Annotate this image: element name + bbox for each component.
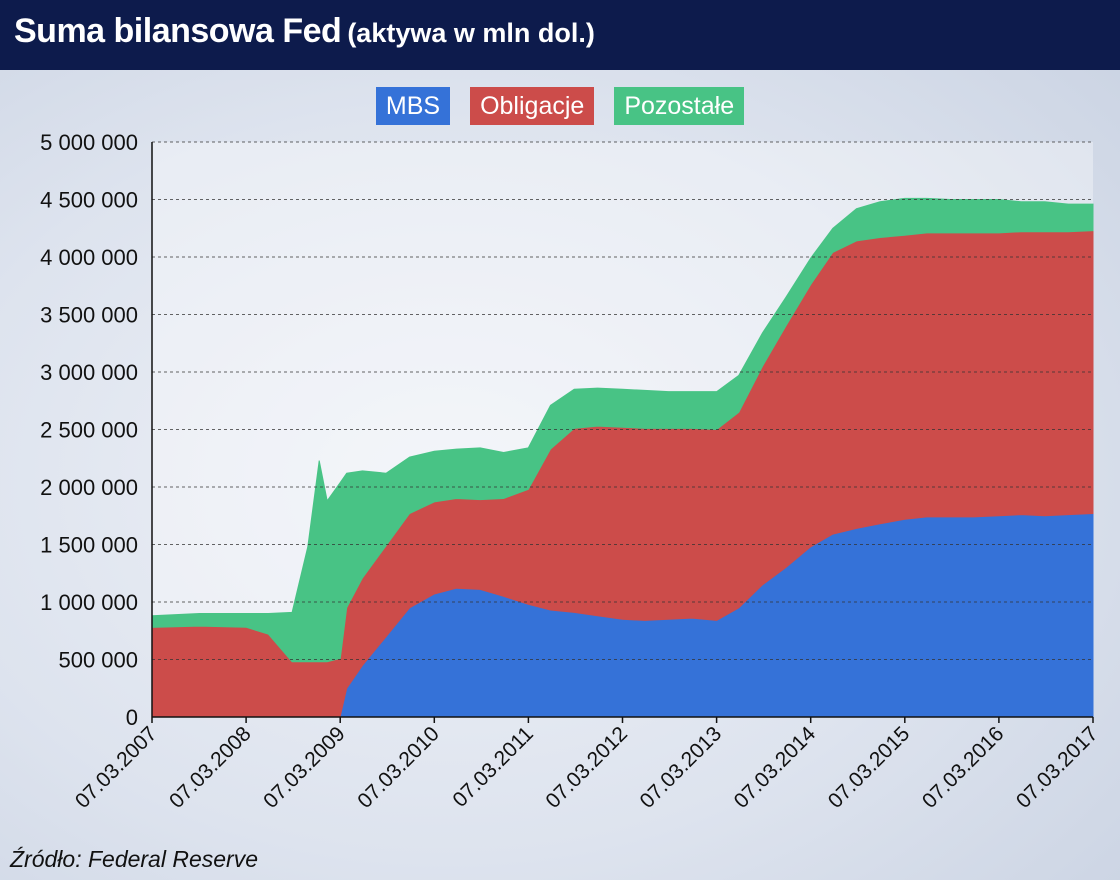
- x-tick-label: 07.03.2013: [636, 722, 727, 813]
- legend-item-pozostale: Pozostałe: [614, 87, 745, 125]
- y-tick-label: 4 500 000: [40, 188, 138, 213]
- source-note: Źródło: Federal Reserve: [10, 846, 258, 872]
- x-tick-label: 07.03.2014: [730, 722, 821, 813]
- x-tick-label: 07.03.2012: [541, 722, 632, 813]
- y-tick-label: 3 000 000: [40, 360, 138, 385]
- y-tick-label: 0: [126, 705, 138, 730]
- x-tick-label: 07.03.2015: [824, 722, 915, 813]
- y-tick-label: 1 500 000: [40, 533, 138, 558]
- legend-item-obligacje: Obligacje: [470, 87, 595, 125]
- chart-title: Suma bilansowa Fed: [14, 12, 342, 50]
- x-tick-label: 07.03.2008: [165, 722, 256, 813]
- legend-item-mbs: MBS: [375, 87, 451, 125]
- y-tick-label: 1 000 000: [40, 590, 138, 615]
- y-tick-label: 4 000 000: [40, 245, 138, 270]
- y-tick-label: 2 500 000: [40, 418, 138, 443]
- chart-title-wrap: Suma bilansowa Fed (aktywa w mln dol.): [14, 12, 595, 51]
- y-tick-label: 5 000 000: [40, 130, 138, 155]
- x-tick-label: 07.03.2009: [259, 722, 350, 813]
- y-tick-label: 2 000 000: [40, 475, 138, 500]
- chart-legend: MBS Obligacje Pozostałe: [0, 87, 1120, 125]
- x-tick-label: 07.03.2016: [918, 722, 1009, 813]
- y-tick-label: 500 000: [58, 648, 138, 673]
- x-tick-label: 07.03.2007: [71, 722, 162, 813]
- chart-header: Suma bilansowa Fed (aktywa w mln dol.): [0, 0, 1120, 70]
- y-tick-label: 3 500 000: [40, 303, 138, 328]
- x-tick-label: 07.03.2010: [353, 722, 444, 813]
- x-tick-label: 07.03.2011: [448, 722, 537, 811]
- series-area-2: [151, 197, 1094, 663]
- chart-subtitle: (aktywa w mln dol.): [347, 18, 595, 48]
- x-tick-label: 07.03.2017: [1012, 722, 1103, 813]
